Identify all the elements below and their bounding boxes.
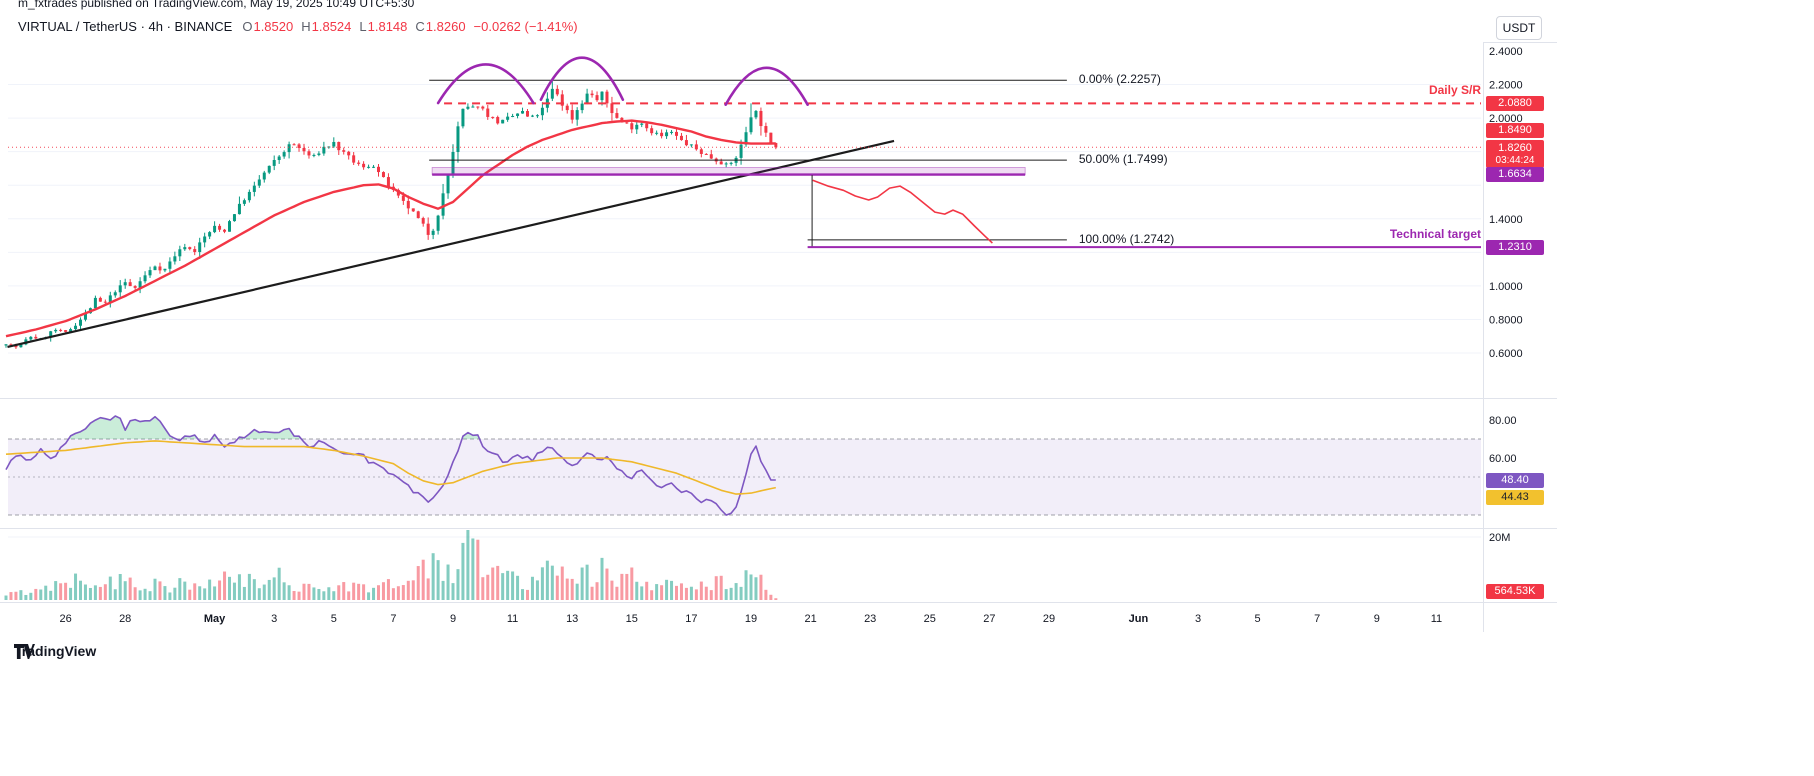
svg-text:7: 7 <box>390 613 396 625</box>
tradingview-attribution: TradingView <box>14 643 96 659</box>
volume-value-badge: 564.53K <box>1486 584 1544 599</box>
daily-sr-label: Daily S/R <box>1428 83 1481 98</box>
svg-text:11: 11 <box>507 613 518 625</box>
tradingview-logo-icon[interactable] <box>14 643 35 660</box>
head-shoulders-arc-2 <box>724 66 809 106</box>
svg-text:9: 9 <box>450 613 456 625</box>
change-value: −0.0262 (−1.41%) <box>473 19 578 34</box>
open-value: 1.8520 <box>253 19 294 34</box>
svg-text:1.4000: 1.4000 <box>1489 214 1523 226</box>
svg-text:29: 29 <box>1043 613 1055 625</box>
svg-text:0.8000: 0.8000 <box>1489 314 1523 326</box>
svg-text:3: 3 <box>271 613 277 625</box>
ma-value-badge: 1.8490 <box>1486 122 1544 138</box>
svg-text:2.0000: 2.0000 <box>1489 113 1523 125</box>
symbol-legend: VIRTUAL / TetherUS · 4h · BINANCE O1.852… <box>18 19 578 34</box>
volume-bars <box>4 530 778 600</box>
svg-text:0.6000: 0.6000 <box>1489 348 1523 360</box>
projection-path <box>812 179 993 244</box>
svg-text:5: 5 <box>1255 613 1261 625</box>
currency-toggle-button[interactable]: USDT <box>1496 16 1542 40</box>
close-value: 1.8260 <box>425 19 466 34</box>
ohlc-close: C1.8260 <box>415 19 465 34</box>
ma-line <box>5 119 776 338</box>
svg-text:17: 17 <box>685 613 697 625</box>
drawings <box>7 56 1481 349</box>
svg-text:13: 13 <box>566 613 578 625</box>
ohlc-open: O1.8520 <box>242 19 293 34</box>
svg-text:26: 26 <box>59 613 71 625</box>
svg-text:28: 28 <box>119 613 131 625</box>
svg-text:Jun: Jun <box>1129 613 1149 625</box>
svg-text:20M: 20M <box>1489 532 1510 544</box>
last-price-badge: 1.8260 03:44:24 <box>1486 139 1544 168</box>
technical-target-label: Technical target <box>1389 227 1481 242</box>
svg-text:1.0000: 1.0000 <box>1489 281 1523 293</box>
svg-text:2.2000: 2.2000 <box>1489 80 1523 92</box>
head-shoulders-arc-0 <box>436 63 535 105</box>
gridlines <box>8 84 1481 538</box>
svg-text:60.00: 60.00 <box>1489 453 1517 465</box>
ohlc-high: H1.8524 <box>301 19 351 34</box>
ohlc-low: L1.8148 <box>359 19 407 34</box>
svg-text:23: 23 <box>864 613 876 625</box>
support-zone-badge: 1.6634 <box>1486 167 1544 183</box>
last-price-value: 1.8260 <box>1498 141 1532 154</box>
svg-text:27: 27 <box>983 613 995 625</box>
chart-area[interactable]: 2.4000 2.2000 2.0000 1.4000 1.0000 0.8000 0.60… <box>0 0 1560 640</box>
close-label: C <box>415 19 425 34</box>
daily-sr-price-badge: 2.0880 <box>1486 95 1544 111</box>
low-value: 1.8148 <box>367 19 408 34</box>
rsi-ma-line <box>5 440 776 495</box>
high-label: H <box>301 19 311 34</box>
svg-text:15: 15 <box>626 613 638 625</box>
fib-level-label-100: 100.00% (1.2742) <box>1078 231 1175 246</box>
svg-text:7: 7 <box>1314 613 1320 625</box>
svg-text:80.00: 80.00 <box>1489 415 1517 427</box>
svg-text:11: 11 <box>1431 613 1442 625</box>
axes: 2.4000 2.2000 2.0000 1.4000 1.0000 0.8000 0.60… <box>59 46 1522 625</box>
open-label: O <box>242 19 253 34</box>
svg-text:25: 25 <box>924 613 936 625</box>
chart-svg: 2.4000 2.2000 2.0000 1.4000 1.0000 0.8000 0.60… <box>0 42 1557 632</box>
target-price-badge: 1.2310 <box>1486 239 1544 255</box>
svg-text:3: 3 <box>1195 613 1201 625</box>
rsi-value-badge: 48.40 <box>1486 472 1544 488</box>
candlestick-series <box>4 80 778 349</box>
dividers <box>0 42 1557 632</box>
rsi-pane <box>5 415 776 516</box>
rsi-line <box>5 415 776 516</box>
high-value: 1.8524 <box>311 19 352 34</box>
attribution-text: m_fxtrades published on TradingView.com,… <box>18 0 415 10</box>
low-label: L <box>359 19 367 34</box>
svg-text:19: 19 <box>745 613 757 625</box>
fib-level-label-0: 0.00% (2.2257) <box>1078 72 1161 87</box>
head-shoulders-arc-1 <box>539 56 625 101</box>
svg-text:May: May <box>204 613 226 625</box>
svg-text:9: 9 <box>1374 613 1380 625</box>
tradingview-logo[interactable]: TradingView <box>14 643 97 659</box>
candle-countdown: 03:44:24 <box>1495 154 1535 166</box>
symbol-title[interactable]: VIRTUAL / TetherUS · 4h · BINANCE <box>18 19 233 34</box>
fib-level-label-50: 50.00% (1.7499) <box>1078 152 1168 167</box>
rsi-overbought-fill <box>8 416 776 439</box>
time-scale[interactable] <box>0 603 1557 632</box>
svg-text:21: 21 <box>804 613 816 625</box>
ma-line-group <box>5 119 776 338</box>
svg-text:5: 5 <box>331 613 337 625</box>
rsi-ma-value-badge: 44.43 <box>1486 489 1544 505</box>
svg-text:2.4000: 2.4000 <box>1489 46 1523 58</box>
